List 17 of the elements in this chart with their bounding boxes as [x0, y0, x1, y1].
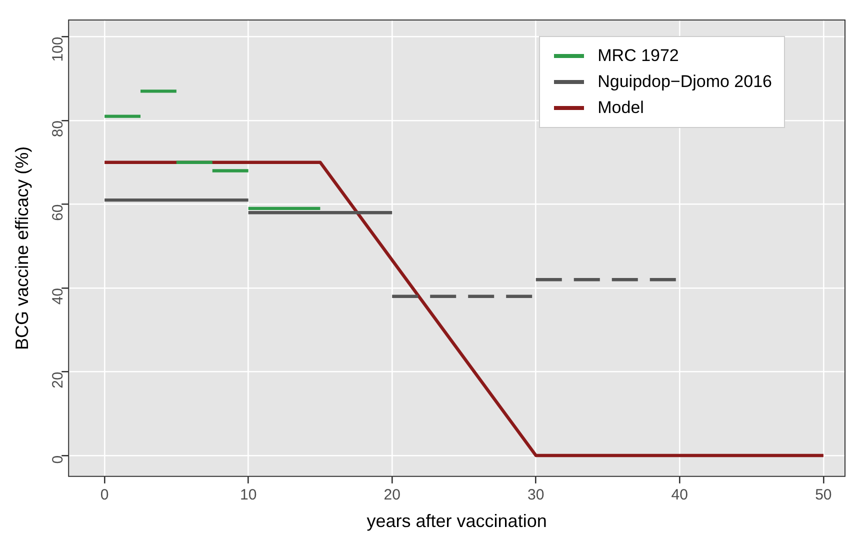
y-tick-label: 0 — [50, 455, 67, 464]
x-tick-label: 50 — [815, 486, 832, 504]
y-tick-label: 40 — [50, 288, 67, 305]
y-axis-title: BCG vaccine efficacy (%) — [12, 146, 32, 350]
x-tick-label: 10 — [240, 486, 257, 504]
y-tick-label: 60 — [50, 204, 67, 221]
x-tick-label: 40 — [671, 486, 688, 504]
legend-label: Nguipdop−Djomo 2016 — [598, 72, 772, 92]
y-tick-label: 20 — [50, 372, 67, 388]
x-tick-label: 0 — [100, 486, 109, 504]
legend-label: Model — [598, 98, 644, 118]
y-tick-label: 100 — [50, 36, 67, 62]
x-tick-label: 20 — [384, 486, 400, 504]
x-tick-label: 30 — [528, 486, 544, 504]
y-tick-label: 80 — [50, 120, 67, 138]
x-axis-title: years after vaccination — [366, 511, 547, 532]
legend-label: MRC 1972 — [598, 46, 679, 66]
